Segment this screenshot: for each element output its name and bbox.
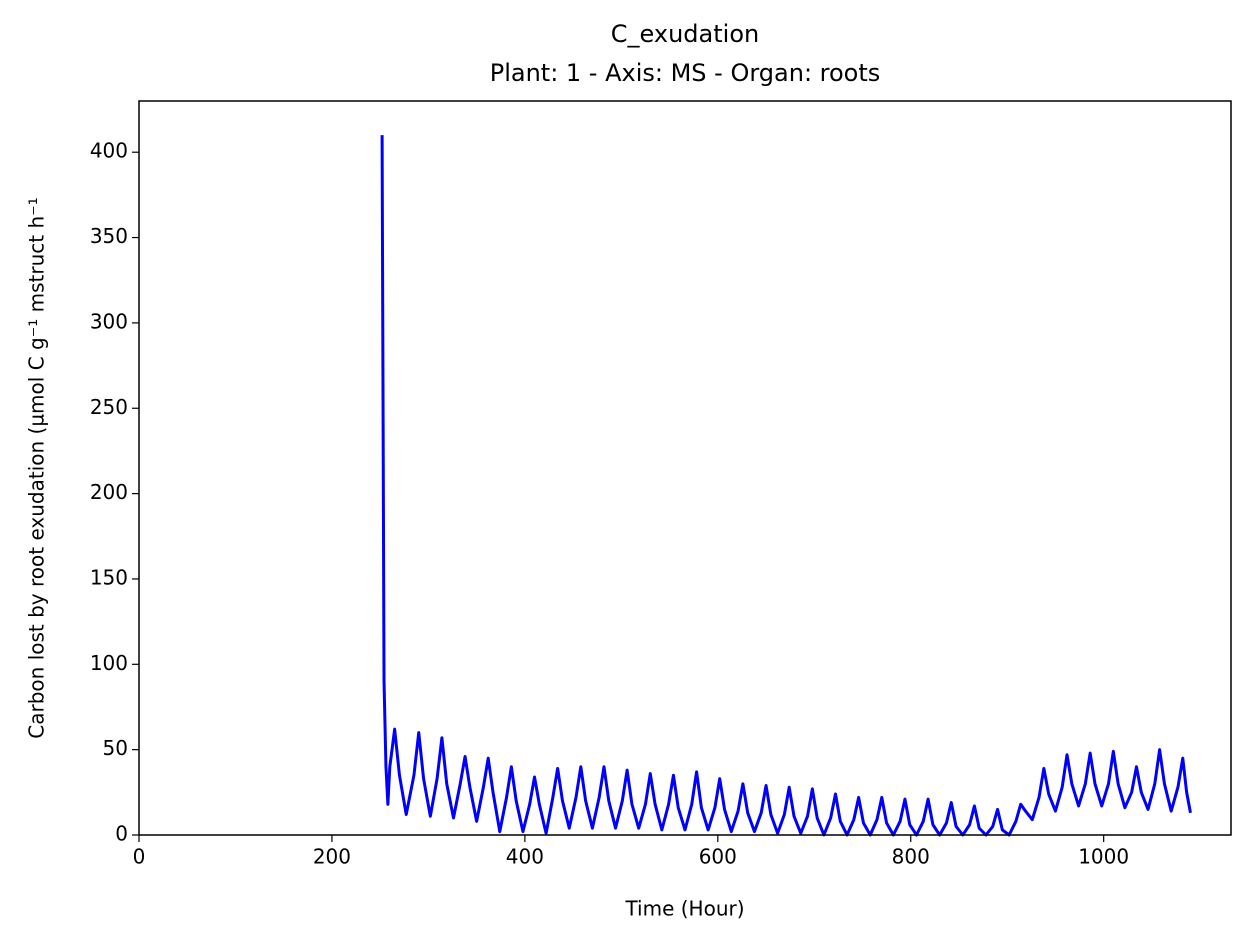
y-tick-label: 300 [90, 309, 128, 333]
data-line [380, 135, 1192, 837]
y-tick-label: 100 [90, 651, 128, 675]
y-tick-label: 0 [115, 822, 128, 846]
y-tick-label: 250 [90, 395, 128, 419]
x-tick-label: 400 [506, 845, 544, 869]
y-axis-label: Carbon lost by root exudation (µmol C g⁻… [25, 197, 49, 738]
x-tick-label: 600 [699, 845, 737, 869]
x-tick-label: 200 [313, 845, 351, 869]
chart-subtitle: Plant: 1 - Axis: MS - Organ: roots [490, 59, 881, 87]
y-tick-label: 50 [103, 736, 128, 760]
y-tick-label: 200 [90, 480, 128, 504]
y-tick-label: 150 [90, 565, 128, 589]
x-tick-label: 800 [892, 845, 930, 869]
x-tick-label: 0 [133, 845, 146, 869]
chart-title: C_exudation [611, 20, 759, 48]
y-tick-label: 350 [90, 224, 128, 248]
x-axis-label: Time (Hour) [624, 897, 744, 921]
y-tick-label: 400 [90, 139, 128, 163]
plot-frame [138, 100, 1232, 836]
x-tick-label: 1000 [1078, 845, 1129, 869]
